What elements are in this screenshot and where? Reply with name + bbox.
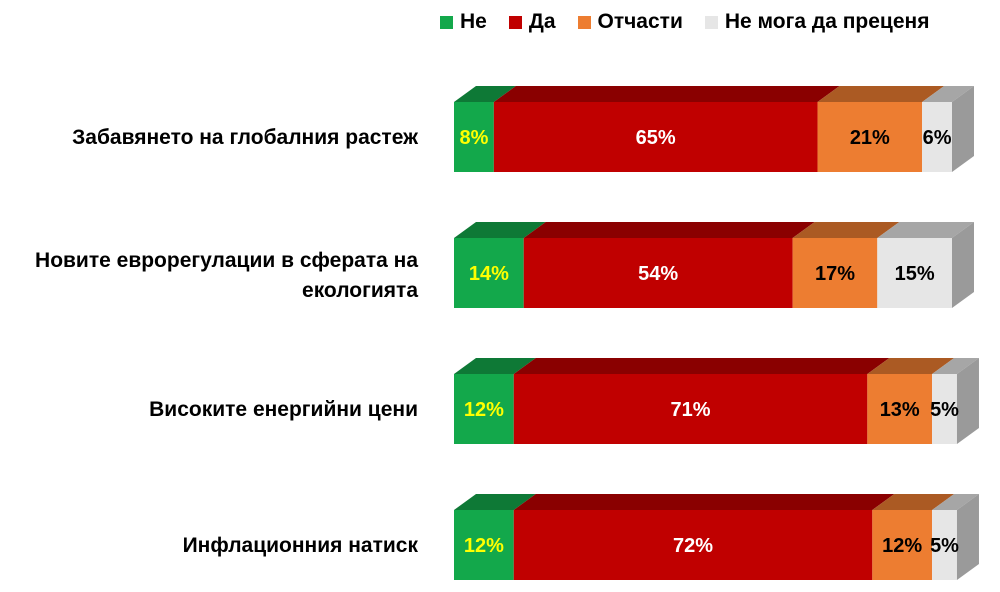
category-label-1: Забавянето на глобалния растеж bbox=[72, 126, 419, 149]
category-label-2-line-2: екологията bbox=[302, 279, 418, 302]
bar-segment-1-1 bbox=[454, 86, 516, 172]
legend-label-ne-moga: Не мога да преценя bbox=[724, 10, 930, 33]
bar-segment-1-3 bbox=[817, 86, 945, 172]
bar-segment-1-2 bbox=[493, 86, 840, 172]
data-label-1-2: 65% bbox=[636, 127, 676, 149]
data-label-2-1: 14% bbox=[469, 263, 509, 285]
legend-item-otchasti: Отчасти bbox=[577, 10, 683, 34]
data-label-1-3: 21% bbox=[850, 127, 890, 149]
legend-label-da: Да bbox=[528, 10, 556, 33]
bar-segment-4-2 bbox=[513, 494, 895, 580]
bar-segment-3-3 bbox=[867, 358, 955, 444]
category-label-2-line-1: Новите еврорегулации в сферата на bbox=[35, 249, 418, 272]
bar-segment-4-3 bbox=[872, 494, 955, 580]
legend-swatch-ne bbox=[440, 15, 453, 29]
chart-legend: Не Да Отчасти Не мога да преценя bbox=[440, 8, 929, 36]
bar-segment-4-4 bbox=[932, 494, 979, 580]
bar-segment-2-4 bbox=[877, 222, 974, 308]
legend-swatch-ne-moga bbox=[704, 15, 718, 29]
data-label-3-2: 71% bbox=[671, 399, 711, 421]
data-label-4-2: 72% bbox=[673, 535, 713, 557]
data-label-1-1: 8% bbox=[459, 127, 488, 149]
bar-segment-3-2 bbox=[513, 358, 890, 444]
data-label-1-4: 6% bbox=[923, 127, 952, 149]
bar-segment-2-1 bbox=[454, 222, 546, 308]
data-label-2-4: 15% bbox=[895, 263, 935, 285]
legend-item-ne-moga: Не мога да преценя bbox=[704, 10, 930, 34]
bar-segment-2-2 bbox=[523, 222, 815, 308]
data-label-4-1: 12% bbox=[464, 535, 504, 557]
legend-swatch-da bbox=[508, 15, 522, 29]
legend-label-otchasti: Отчасти bbox=[597, 10, 683, 33]
legend-swatch-otchasti bbox=[577, 15, 591, 29]
category-label-3: Високите енергийни цени bbox=[149, 398, 418, 421]
legend-item-da: Да bbox=[508, 10, 556, 34]
bar-segment-3-1 bbox=[454, 358, 536, 444]
data-label-3-4: 5% bbox=[930, 399, 959, 421]
bar-segment-1-4 bbox=[922, 86, 974, 172]
bar-segment-2-3 bbox=[792, 222, 900, 308]
data-label-4-3: 12% bbox=[882, 535, 922, 557]
data-label-2-3: 17% bbox=[815, 263, 855, 285]
bar-segment-4-1 bbox=[454, 494, 536, 580]
category-label-4: Инфлационния натиск bbox=[183, 534, 419, 557]
data-label-4-4: 5% bbox=[930, 535, 959, 557]
bar-segment-3-4 bbox=[932, 358, 979, 444]
legend-label-ne: Не bbox=[460, 10, 487, 33]
data-label-3-1: 12% bbox=[464, 399, 504, 421]
data-label-2-2: 54% bbox=[638, 263, 678, 285]
data-label-3-3: 13% bbox=[880, 399, 920, 421]
legend-item-ne: Не bbox=[440, 10, 487, 34]
